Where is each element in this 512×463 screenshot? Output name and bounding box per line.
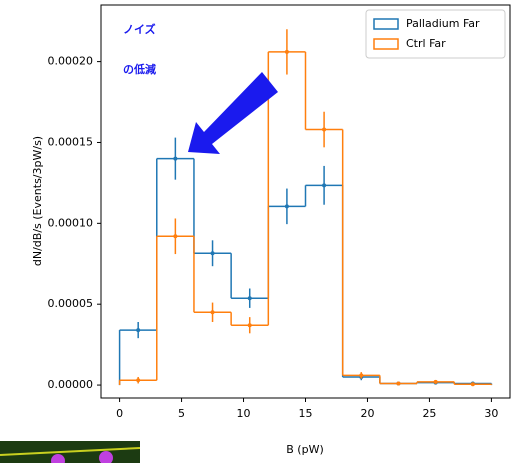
point xyxy=(359,373,363,377)
point xyxy=(136,328,140,332)
point xyxy=(173,234,177,238)
point xyxy=(285,50,289,54)
x-tick-label: 5 xyxy=(178,407,185,420)
point xyxy=(211,251,215,255)
x-tick-label: 15 xyxy=(299,407,313,420)
point xyxy=(322,128,326,132)
annotation: ノイズ xyxy=(123,22,156,36)
point xyxy=(211,310,215,314)
chart: 0.00000 0.00005 0.00010 0.00015 0.00020 0 5 10 1… xyxy=(0,0,512,463)
y-tick-label: 0.00000 xyxy=(48,378,94,391)
point xyxy=(248,296,252,300)
x-tick-label: 25 xyxy=(422,407,436,420)
x-tick-label: 0 xyxy=(116,407,123,420)
point xyxy=(471,382,475,386)
legend-label: Palladium Far xyxy=(406,17,480,30)
y-tick-label: 0.00015 xyxy=(48,135,94,148)
point xyxy=(285,204,289,208)
point xyxy=(248,323,252,327)
y-tick-label: 0.00005 xyxy=(48,297,94,310)
point xyxy=(396,381,400,385)
y-axis-label: dN/dB/s (Events/3pW/s) xyxy=(31,136,44,266)
background xyxy=(0,0,512,463)
annotation: の低減 xyxy=(123,62,156,76)
x-axis-label: B (pW) xyxy=(286,443,324,456)
point xyxy=(173,157,177,161)
x-tick-label: 30 xyxy=(484,407,498,420)
y-tick-label: 0.00020 xyxy=(48,55,94,68)
y-tick-label: 0.00010 xyxy=(48,216,94,229)
point xyxy=(434,380,438,384)
point xyxy=(136,378,140,382)
legend-label: Ctrl Far xyxy=(406,37,446,50)
x-tick-label: 10 xyxy=(237,407,251,420)
x-tick-label: 20 xyxy=(360,407,374,420)
point xyxy=(322,183,326,187)
